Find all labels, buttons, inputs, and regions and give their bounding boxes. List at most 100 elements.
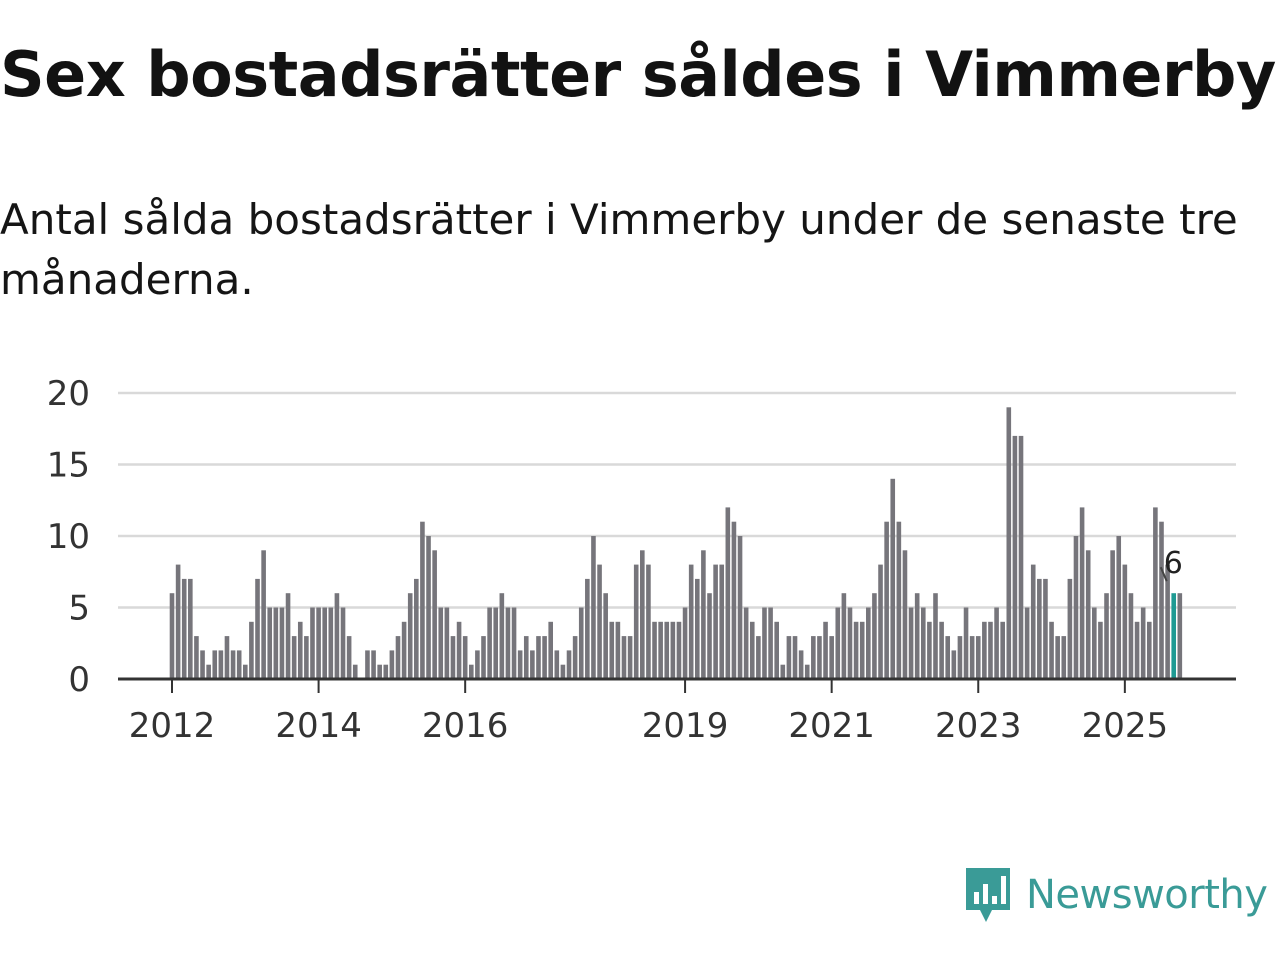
bar (792, 636, 798, 679)
bar-chart: 0 5 10 15 20 2012 2014 2016 2019 2021 2023 2025 6 (47, 374, 1236, 746)
bar (737, 536, 743, 679)
gridlines (118, 391, 1236, 609)
bar (383, 664, 389, 679)
bar (1140, 607, 1146, 679)
bar (1024, 607, 1030, 679)
bar (933, 593, 938, 679)
bar (963, 607, 969, 679)
bar (169, 593, 175, 679)
bar (1159, 521, 1164, 679)
bar (804, 664, 810, 679)
y-tick-label: 0 (68, 660, 90, 700)
bar (664, 621, 670, 679)
bar (829, 636, 834, 679)
bar (279, 607, 285, 679)
bar (536, 636, 541, 679)
bar (621, 636, 627, 679)
x-axis-labels: 2012 2014 2016 2019 2021 2023 2025 (129, 706, 1168, 746)
bar (1067, 578, 1073, 679)
bar (609, 621, 615, 679)
x-tick-label: 2014 (275, 706, 362, 746)
bar (670, 621, 676, 679)
bar (957, 636, 963, 679)
bar (682, 607, 688, 679)
highlight-value-label: 6 (1164, 546, 1183, 581)
bar (633, 564, 639, 679)
bar (267, 607, 273, 679)
bar (566, 650, 572, 679)
newsworthy-logo[interactable]: Newsworthy (962, 862, 1268, 928)
bar (1018, 435, 1024, 679)
y-tick-label: 10 (47, 517, 90, 557)
bar (1098, 621, 1103, 679)
bar (304, 636, 309, 679)
bar (597, 564, 602, 679)
bar-highlight (1171, 593, 1177, 679)
x-tick-label: 2023 (935, 706, 1022, 746)
bar (487, 607, 492, 679)
bar (701, 550, 706, 679)
bar (291, 636, 297, 679)
bar (572, 636, 578, 679)
bar (432, 550, 437, 679)
bar (230, 650, 236, 679)
bar (285, 593, 291, 679)
bar (1177, 593, 1183, 679)
bar (713, 564, 718, 679)
bar (249, 621, 254, 679)
bar (939, 621, 944, 679)
bar (866, 607, 871, 679)
bar (988, 621, 993, 679)
bar (371, 650, 376, 679)
bar (585, 578, 590, 679)
bar (218, 650, 224, 679)
bar (334, 593, 340, 679)
bar (456, 621, 462, 679)
bar (242, 664, 248, 679)
bar (310, 607, 315, 679)
bar (603, 593, 608, 679)
bar (554, 650, 560, 679)
bar (578, 607, 584, 679)
bar (640, 550, 645, 679)
y-tick-label: 20 (47, 374, 90, 414)
bar (377, 664, 382, 679)
bar (872, 593, 877, 679)
bar (1073, 536, 1079, 679)
bar (853, 621, 859, 679)
bar (774, 621, 779, 679)
bar (438, 607, 444, 679)
bar (627, 636, 633, 679)
bar (719, 564, 725, 679)
y-tick-label: 15 (47, 446, 90, 486)
bar (181, 578, 187, 679)
bar (1146, 621, 1152, 679)
bar (224, 636, 230, 679)
bar (194, 636, 199, 679)
bar (756, 636, 761, 679)
bar (902, 550, 908, 679)
bar (859, 621, 865, 679)
bar (1122, 564, 1128, 679)
bar (1153, 507, 1158, 679)
bar (749, 621, 755, 679)
bar (841, 593, 847, 679)
bar (743, 607, 749, 679)
bar (389, 650, 395, 679)
bar (340, 607, 346, 679)
bar (505, 607, 511, 679)
y-tick-label: 5 (68, 589, 90, 629)
bar (878, 564, 883, 679)
bar (1055, 636, 1060, 679)
bar (994, 607, 999, 679)
bar (401, 621, 407, 679)
bar (731, 521, 737, 679)
bar (927, 621, 932, 679)
bar (780, 664, 786, 679)
bar (1037, 578, 1042, 679)
bar (786, 636, 792, 679)
bar (707, 593, 712, 679)
bar (823, 621, 828, 679)
bar (1165, 564, 1170, 679)
bar (1134, 621, 1140, 679)
